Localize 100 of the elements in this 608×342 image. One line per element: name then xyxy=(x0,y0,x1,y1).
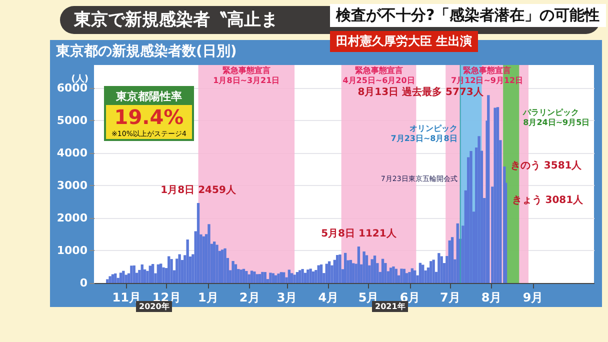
bar xyxy=(264,272,266,283)
bar xyxy=(325,264,328,283)
bar xyxy=(400,268,403,283)
text: 2021年 xyxy=(372,301,408,312)
bar xyxy=(170,259,173,283)
band-label: 緊急事態宣言 1月8日~3月21日 xyxy=(213,65,280,85)
bar xyxy=(408,272,411,283)
x-tick-label: 7月 xyxy=(440,290,460,304)
y-tick-label: 5000 xyxy=(56,114,88,127)
bar xyxy=(114,273,117,283)
y-tick-label: 3000 xyxy=(56,178,88,192)
bar xyxy=(456,223,459,283)
bar xyxy=(392,266,395,283)
bar xyxy=(277,274,280,283)
y-tick-label: 4000 xyxy=(56,146,88,160)
bar xyxy=(248,274,250,283)
bar xyxy=(384,263,387,283)
bar xyxy=(224,248,226,283)
bar xyxy=(470,150,472,283)
bar xyxy=(208,224,210,283)
bar xyxy=(293,274,296,283)
band-label: オリンピック 7月23日~8月8日 xyxy=(390,124,458,143)
bar xyxy=(422,264,424,283)
text: 2020年 xyxy=(136,301,172,312)
bar xyxy=(309,268,312,283)
bar xyxy=(216,244,218,283)
bar xyxy=(328,261,331,283)
bar xyxy=(389,268,392,283)
bar xyxy=(432,260,435,283)
bar xyxy=(487,95,490,283)
chart-subtitle: 検査が不十分?「感染者潜在」の可能性 xyxy=(330,4,606,27)
x-tick-label: 2月 xyxy=(239,290,260,304)
bar xyxy=(253,272,256,283)
y-tick-label: 2000 xyxy=(56,211,88,224)
bar xyxy=(234,264,238,283)
bar xyxy=(202,236,205,283)
bar xyxy=(196,202,200,283)
bar xyxy=(336,254,339,283)
x-tick-label: 4月 xyxy=(318,290,339,304)
bar xyxy=(362,251,366,283)
text: 田村憲久厚労大臣 生出演 xyxy=(330,31,478,52)
x-tick-label: 1月 xyxy=(198,290,218,304)
bar xyxy=(349,260,352,283)
bar xyxy=(352,263,355,283)
bar xyxy=(357,246,360,283)
bar xyxy=(298,270,302,283)
bar xyxy=(282,272,286,283)
bar xyxy=(440,256,443,283)
bar xyxy=(160,264,162,283)
bar xyxy=(124,274,128,283)
bar xyxy=(402,268,406,283)
bar xyxy=(288,270,291,283)
bar xyxy=(261,272,264,283)
bar xyxy=(272,273,274,283)
bar xyxy=(245,270,248,283)
bar xyxy=(296,272,299,283)
bar xyxy=(317,265,320,283)
bar xyxy=(280,272,283,283)
bar xyxy=(274,275,278,283)
band-label: パラリンピック 8月24日~9月5日 xyxy=(522,108,590,127)
annotation: 19.4% xyxy=(113,105,185,129)
bar xyxy=(140,264,144,283)
bar xyxy=(240,270,242,283)
y-axis-title: (人) xyxy=(71,74,88,84)
bar xyxy=(148,266,152,283)
bar xyxy=(122,270,125,283)
bar xyxy=(178,254,181,283)
bar xyxy=(212,242,216,283)
y-tick-label: 1000 xyxy=(56,244,88,257)
bar xyxy=(221,250,224,283)
bar xyxy=(320,264,323,283)
bar xyxy=(186,240,189,283)
y-tick-label: 0 xyxy=(80,276,88,290)
bar xyxy=(410,268,414,283)
bar xyxy=(494,108,496,283)
bar xyxy=(306,270,310,283)
bar xyxy=(290,273,294,283)
bar xyxy=(405,273,408,283)
bar xyxy=(418,262,422,283)
bar xyxy=(301,269,304,283)
bar xyxy=(250,270,254,283)
x-tick-label: 3月 xyxy=(276,290,298,304)
bar xyxy=(119,272,122,283)
bar xyxy=(151,264,154,283)
band-label: 緊急事態宣言 4月25日~6月20日 xyxy=(342,65,415,85)
bar xyxy=(394,268,398,283)
bar xyxy=(438,253,440,283)
bar xyxy=(370,259,374,283)
x-tick-label: 9月 xyxy=(522,290,544,304)
chart-title: 東京都の新規感染者数(日別) xyxy=(55,42,237,60)
bar xyxy=(448,240,451,283)
bar xyxy=(338,254,342,283)
text: 東京で新規感染者〝高止ま xyxy=(74,10,278,30)
bar xyxy=(108,276,112,283)
bar xyxy=(132,265,136,283)
bar xyxy=(168,256,170,283)
bar xyxy=(162,267,165,283)
annotation: 東京都陽性率 xyxy=(106,88,192,105)
bar xyxy=(430,261,432,283)
bar xyxy=(106,279,109,283)
